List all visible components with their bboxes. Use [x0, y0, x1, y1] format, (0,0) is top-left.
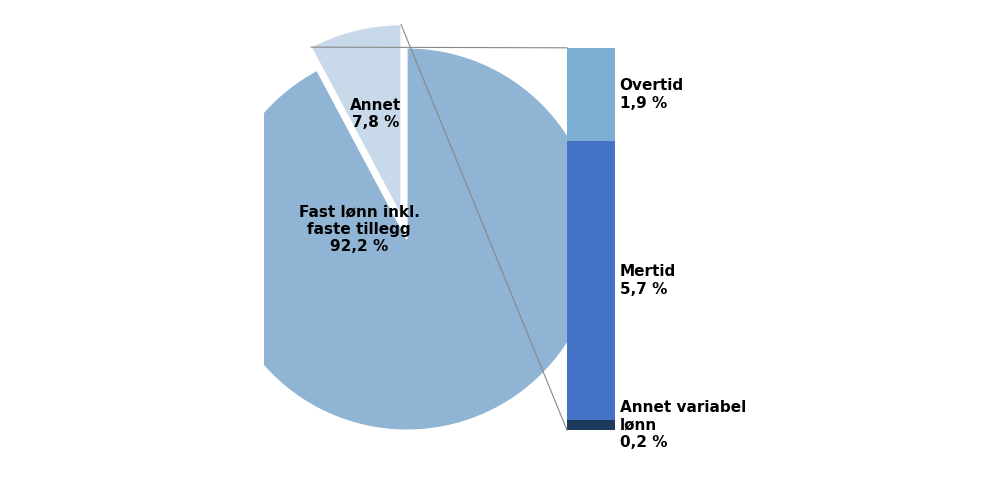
Text: Overtid
1,9 %: Overtid 1,9 %	[620, 78, 683, 110]
Wedge shape	[312, 24, 401, 216]
Text: Annet variabel
lønn
0,2 %: Annet variabel lønn 0,2 %	[620, 401, 746, 450]
FancyBboxPatch shape	[567, 48, 615, 141]
FancyBboxPatch shape	[567, 420, 615, 430]
FancyBboxPatch shape	[567, 141, 615, 420]
Wedge shape	[216, 48, 598, 430]
Text: Mertid
5,7 %: Mertid 5,7 %	[620, 264, 675, 297]
Text: Annet
7,8 %: Annet 7,8 %	[350, 98, 401, 130]
Text: Fast lønn inkl.
faste tillegg
92,2 %: Fast lønn inkl. faste tillegg 92,2 %	[298, 205, 419, 254]
